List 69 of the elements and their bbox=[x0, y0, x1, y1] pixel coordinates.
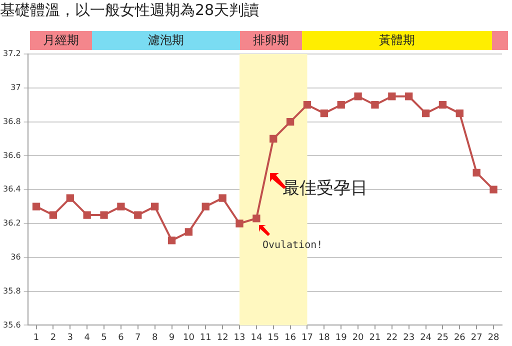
x-tick-label: 23 bbox=[403, 332, 415, 343]
point bbox=[32, 202, 40, 210]
point bbox=[270, 134, 278, 143]
x-tick-label: 7 bbox=[135, 332, 141, 343]
point bbox=[456, 109, 464, 118]
point bbox=[252, 214, 260, 222]
x-tick-label: 17 bbox=[302, 332, 313, 343]
x-tick-label: 1 bbox=[33, 332, 40, 343]
x-tick-label: 24 bbox=[420, 332, 432, 343]
y-tick-label: 37.2 bbox=[3, 49, 21, 58]
point bbox=[320, 109, 328, 118]
point bbox=[337, 101, 345, 109]
point bbox=[303, 101, 312, 109]
point bbox=[100, 211, 108, 219]
x-tick-label: 5 bbox=[101, 332, 107, 343]
point bbox=[49, 211, 58, 219]
x-tick-label: 19 bbox=[335, 332, 348, 343]
point bbox=[422, 109, 430, 118]
chart-title: 基礎體溫，以一般女性週期為28天判讀 bbox=[0, 0, 260, 19]
x-tick-label: 25 bbox=[437, 332, 448, 343]
x-tick-label: 22 bbox=[386, 332, 398, 343]
x-tick-label: 13 bbox=[234, 332, 246, 343]
point bbox=[83, 211, 91, 219]
x-tick-label: 4 bbox=[84, 332, 90, 343]
x-tick-label: 15 bbox=[268, 332, 280, 343]
point bbox=[134, 211, 142, 219]
point bbox=[202, 202, 210, 210]
point bbox=[490, 186, 498, 194]
x-tick-label: 10 bbox=[182, 332, 195, 343]
point bbox=[354, 92, 362, 100]
point bbox=[168, 236, 176, 244]
x-tick-label: 8 bbox=[152, 332, 158, 343]
y-tick-label: 36.6 bbox=[3, 150, 21, 160]
point bbox=[66, 194, 74, 202]
annotation: Ovulation! bbox=[262, 240, 323, 252]
x-tick-label: 26 bbox=[454, 332, 466, 343]
y-tick-label: 36.8 bbox=[3, 116, 21, 126]
y-tick-label: 36 bbox=[10, 252, 21, 262]
point bbox=[218, 194, 226, 202]
phase-strip: 月經期 濾泡期 排卵期 黃體期 bbox=[30, 31, 508, 50]
x-tick-label: 18 bbox=[318, 332, 330, 343]
point bbox=[388, 92, 396, 100]
point bbox=[438, 101, 447, 109]
point bbox=[405, 92, 413, 100]
point bbox=[236, 220, 244, 228]
point bbox=[117, 202, 125, 210]
x-tick-label: 20 bbox=[352, 332, 364, 343]
point bbox=[151, 202, 159, 210]
annotation: 最佳受孕日 bbox=[282, 178, 368, 198]
x-tick-label: 28 bbox=[488, 332, 500, 343]
x-tick-label: 3 bbox=[67, 332, 74, 343]
y-tick-label: 36.4 bbox=[3, 184, 21, 194]
x-tick-label: 2 bbox=[50, 332, 56, 343]
y-tick-label: 35.6 bbox=[3, 320, 21, 330]
x-tick-label: 21 bbox=[369, 332, 381, 343]
x-tick-label: 12 bbox=[216, 332, 228, 343]
y-tick-label: 36.2 bbox=[3, 218, 21, 228]
y-tick-label: 35.8 bbox=[3, 286, 21, 296]
x-tick-label: 9 bbox=[168, 332, 175, 343]
point bbox=[472, 168, 480, 176]
x-tick-label: 11 bbox=[200, 332, 212, 343]
x-tick-label: 14 bbox=[250, 332, 262, 343]
x-tick-label: 27 bbox=[470, 332, 482, 343]
point bbox=[286, 118, 294, 126]
y-tick-label: 37 bbox=[10, 82, 21, 92]
x-tick-label: 16 bbox=[284, 332, 296, 343]
point bbox=[371, 101, 379, 109]
point bbox=[184, 228, 193, 236]
x-tick-label: 6 bbox=[118, 332, 124, 343]
